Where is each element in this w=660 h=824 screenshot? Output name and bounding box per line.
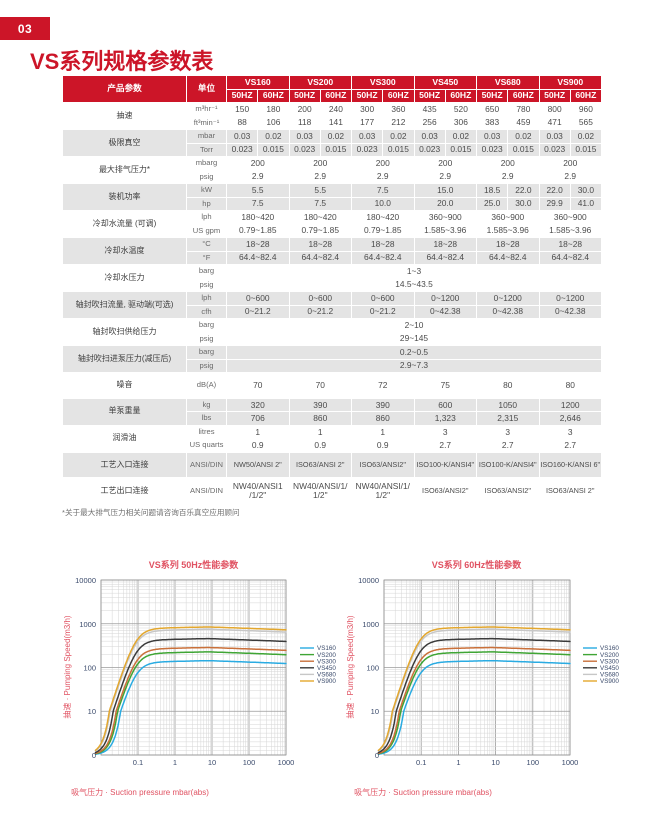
svg-text:10000: 10000 bbox=[75, 576, 96, 585]
svg-text:100: 100 bbox=[366, 664, 379, 673]
svg-text:抽速 · Pumping Speed(m3/h): 抽速 · Pumping Speed(m3/h) bbox=[62, 615, 72, 718]
svg-text:1: 1 bbox=[173, 758, 177, 767]
svg-text:0.1: 0.1 bbox=[133, 758, 143, 767]
svg-text:1000: 1000 bbox=[562, 758, 579, 767]
svg-text:VS900: VS900 bbox=[317, 678, 336, 685]
svg-text:10: 10 bbox=[88, 707, 96, 716]
svg-text:抽速 · Pumping Speed(m3/h): 抽速 · Pumping Speed(m3/h) bbox=[345, 615, 355, 718]
svg-text:1000: 1000 bbox=[79, 620, 96, 629]
svg-text:0: 0 bbox=[92, 751, 96, 760]
svg-text:100: 100 bbox=[527, 758, 540, 767]
svg-text:1000: 1000 bbox=[278, 758, 295, 767]
svg-text:吸气压力 · Suction pressure mbar(a: 吸气压力 · Suction pressure mbar(abs) bbox=[71, 787, 209, 797]
svg-text:10: 10 bbox=[371, 707, 379, 716]
svg-text:吸气压力 · Suction pressure mbar(a: 吸气压力 · Suction pressure mbar(abs) bbox=[354, 787, 492, 797]
svg-text:VS系列 60Hz性能参数: VS系列 60Hz性能参数 bbox=[432, 559, 523, 570]
svg-text:1: 1 bbox=[456, 758, 460, 767]
svg-text:10: 10 bbox=[491, 758, 499, 767]
svg-text:VS900: VS900 bbox=[600, 678, 619, 685]
svg-text:10: 10 bbox=[208, 758, 216, 767]
svg-text:VS系列 50Hz性能参数: VS系列 50Hz性能参数 bbox=[149, 559, 240, 570]
svg-text:100: 100 bbox=[83, 664, 96, 673]
svg-text:10000: 10000 bbox=[358, 576, 379, 585]
svg-text:0.1: 0.1 bbox=[416, 758, 426, 767]
svg-text:100: 100 bbox=[243, 758, 256, 767]
svg-text:0: 0 bbox=[375, 751, 379, 760]
svg-text:1000: 1000 bbox=[362, 620, 379, 629]
